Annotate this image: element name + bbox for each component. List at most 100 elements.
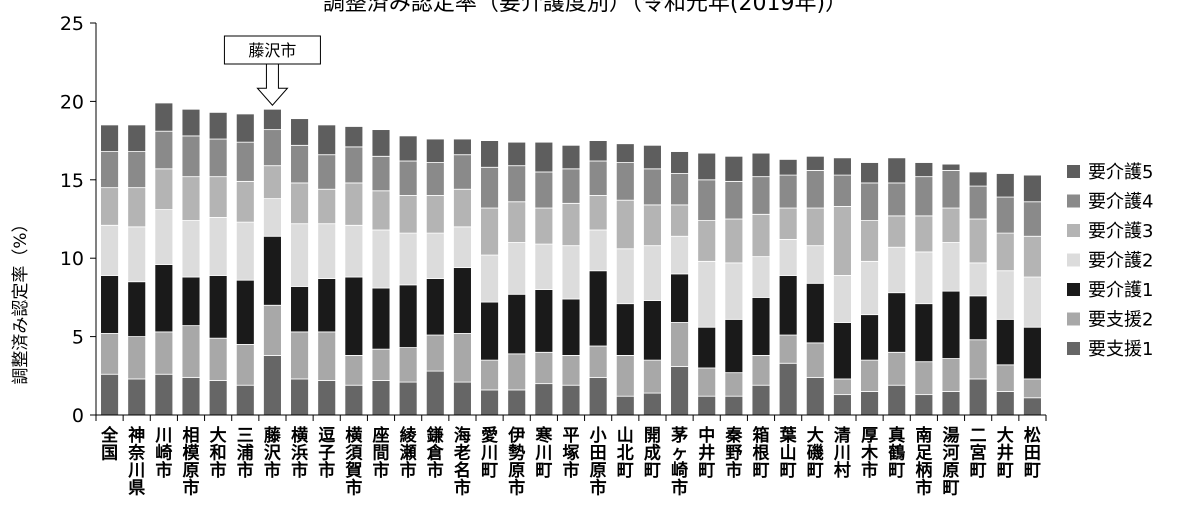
x-category-label: 南足柄市 bbox=[915, 425, 932, 499]
bar-segment bbox=[805, 155, 825, 171]
bar-segment bbox=[371, 229, 391, 289]
bar-segment bbox=[1023, 276, 1042, 328]
bar-segment bbox=[534, 289, 554, 353]
bar-segment bbox=[778, 159, 798, 176]
y-tick-label: 15 bbox=[60, 170, 84, 192]
bar-segment bbox=[914, 162, 934, 178]
bar-segment bbox=[480, 359, 499, 391]
bar-segment bbox=[127, 226, 147, 283]
bar-segment bbox=[561, 384, 581, 416]
bar-segment bbox=[425, 138, 445, 163]
bar-segment bbox=[235, 384, 255, 416]
bar-segment bbox=[778, 238, 798, 276]
bar-segment bbox=[371, 155, 391, 192]
bar-segment bbox=[317, 154, 337, 190]
bar-segment bbox=[398, 347, 418, 383]
bar-segment bbox=[724, 155, 744, 182]
x-category-label: 横浜市 bbox=[291, 425, 308, 481]
bar-segment bbox=[344, 146, 364, 184]
bar-segment bbox=[154, 102, 174, 132]
legend-swatch bbox=[1067, 342, 1080, 355]
bar-segment bbox=[453, 267, 472, 334]
bar-segment bbox=[235, 279, 255, 345]
bar-segment bbox=[534, 383, 554, 416]
bar-segment bbox=[941, 358, 961, 392]
bar-segment bbox=[941, 169, 961, 209]
y-axis-label: 調整済み認定率（%） bbox=[11, 215, 31, 384]
bar-segment bbox=[317, 278, 337, 333]
bar-segment bbox=[235, 344, 255, 386]
bar-segment bbox=[561, 298, 581, 356]
bar-segment bbox=[1023, 397, 1042, 416]
bar-segment bbox=[833, 157, 852, 176]
legend-swatch bbox=[1067, 312, 1080, 326]
x-category-label: 葉山町 bbox=[779, 425, 798, 481]
bar-segment bbox=[805, 169, 825, 209]
bar-segment bbox=[425, 278, 445, 336]
bar-segment bbox=[154, 168, 174, 210]
bar-segment bbox=[290, 144, 309, 184]
bar-segment bbox=[181, 325, 201, 378]
bar-segment bbox=[290, 378, 309, 416]
bar-segment bbox=[425, 334, 445, 372]
bar-segment bbox=[860, 162, 879, 184]
bar-segment bbox=[724, 262, 744, 320]
bar-segment bbox=[371, 348, 391, 381]
bar-segment bbox=[453, 333, 472, 383]
bar-segment bbox=[643, 245, 662, 301]
bar-segment bbox=[833, 322, 852, 380]
bar-segment bbox=[914, 394, 934, 416]
bar-segment bbox=[507, 242, 527, 295]
x-category-label: 大磯町 bbox=[807, 425, 824, 481]
x-category-label: 厚木市 bbox=[860, 426, 879, 481]
bar-segment bbox=[697, 367, 717, 397]
bar-segment bbox=[968, 218, 988, 264]
x-category-label: 秦野市 bbox=[725, 425, 742, 481]
bar-segment bbox=[968, 185, 988, 220]
bar-segment bbox=[615, 162, 635, 201]
bar-segment bbox=[887, 292, 907, 353]
bar-segment bbox=[181, 176, 201, 221]
bar-segment bbox=[100, 187, 119, 226]
bar-segment bbox=[1023, 174, 1042, 203]
bar-segment bbox=[127, 336, 147, 380]
bar-segment bbox=[317, 331, 337, 381]
bar-segment bbox=[208, 138, 228, 178]
bar-segment bbox=[480, 254, 499, 303]
bar-segment bbox=[588, 270, 608, 347]
bar-segment bbox=[181, 220, 201, 278]
bar-segment bbox=[914, 303, 934, 363]
legend-entry: 要介護3 bbox=[1088, 221, 1153, 242]
bar-segment bbox=[127, 151, 147, 189]
bar-segment bbox=[588, 345, 608, 378]
bar-segment bbox=[643, 392, 662, 416]
bar-segment bbox=[181, 108, 201, 137]
bar-segment bbox=[100, 275, 119, 334]
bar-segment bbox=[235, 180, 255, 223]
x-category-label: 藤沢市 bbox=[264, 426, 282, 481]
bar-segment bbox=[941, 207, 961, 243]
bar-segment bbox=[1023, 235, 1042, 278]
bar-segment bbox=[154, 264, 174, 333]
bar-segment bbox=[805, 282, 825, 344]
bar-segment bbox=[453, 138, 472, 156]
axes-group: 0 5 10 15 20 25 bbox=[60, 13, 1047, 427]
bar-segment bbox=[208, 380, 228, 416]
bar-segment bbox=[371, 287, 391, 350]
bar-segment bbox=[425, 195, 445, 234]
bar-segment bbox=[263, 304, 282, 356]
bar-segment bbox=[914, 361, 934, 396]
bar-segment bbox=[697, 152, 717, 181]
bar-segment bbox=[344, 224, 364, 278]
legend-entry: 要介護1 bbox=[1088, 280, 1153, 301]
bar-segment bbox=[371, 129, 391, 157]
bar-segment bbox=[968, 339, 988, 380]
bar-segment bbox=[860, 182, 879, 221]
bar-segment bbox=[615, 355, 635, 397]
bar-segment bbox=[208, 111, 228, 140]
x-category-label: 二宮町 bbox=[970, 426, 987, 481]
bar-segment bbox=[398, 284, 418, 348]
bar-segment bbox=[615, 143, 635, 163]
bar-segment bbox=[371, 380, 391, 416]
bar-segment bbox=[588, 160, 608, 196]
